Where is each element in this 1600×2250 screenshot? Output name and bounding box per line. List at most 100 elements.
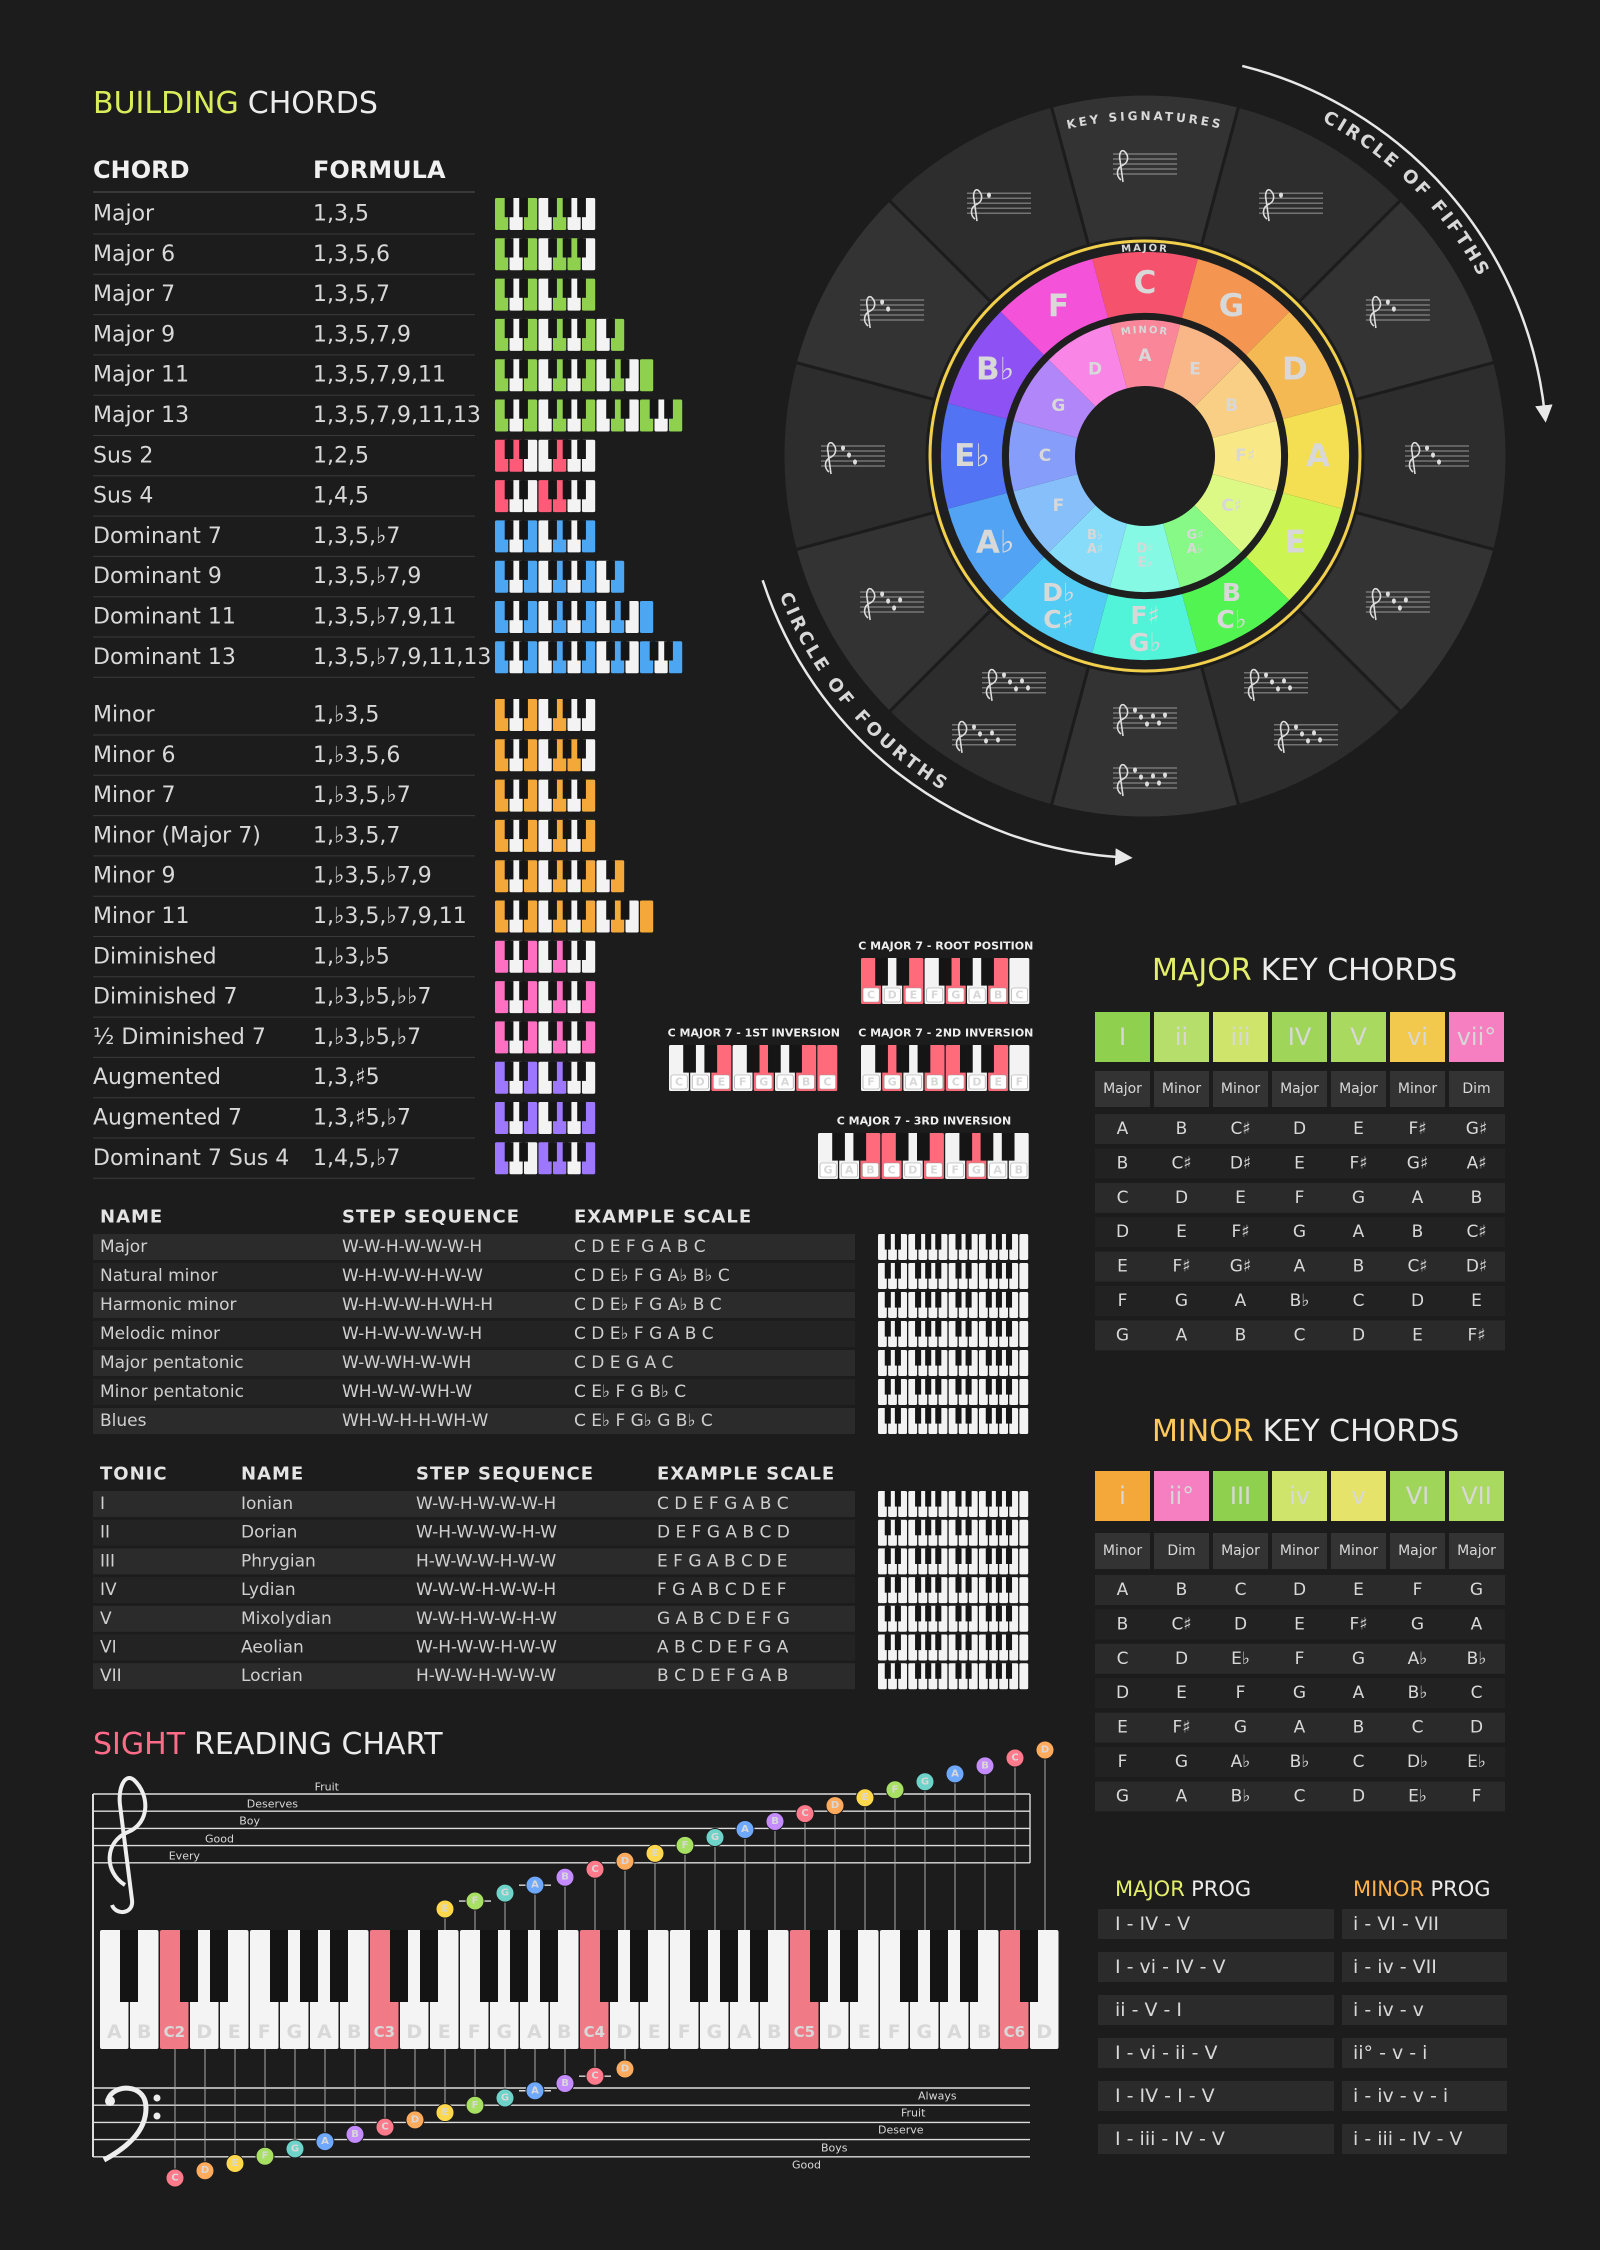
black-key [548,641,557,661]
chord-name: Minor 11 [93,904,190,929]
table-cell: V [100,1609,112,1629]
black-key [884,1519,891,1536]
chord-name: Dominant 11 [93,605,236,630]
key-label-box [819,1074,836,1090]
black-key [995,1321,1002,1337]
key-row-band [1095,1286,1505,1316]
key-label: G [972,1164,981,1177]
key-label: B [930,1076,938,1089]
white-key [640,359,654,392]
black-key [935,1577,942,1593]
table-cell: W-W-H-W-W-W-H [416,1494,556,1514]
chord-formula: 1,3,5,7,9,11 [313,363,446,388]
note [945,1764,965,1784]
black-key [1020,1930,1038,2002]
white-key [878,1605,887,1632]
black-key [985,1350,992,1366]
black-key [548,1061,557,1081]
key-label: A [909,1076,918,1089]
clef [955,720,968,753]
note [675,1835,695,1855]
black-key [1005,1379,1013,1395]
chord-note: B [1176,1580,1188,1600]
chord-name: Minor [93,703,155,728]
white-key [979,1350,988,1376]
sharp [1270,679,1274,685]
chord-keyboard [495,1102,596,1134]
white-key [908,1234,918,1260]
quality-box [1331,1071,1386,1107]
white-key [979,1577,988,1604]
chord-note: C [1117,1188,1129,1208]
key-label: A [845,1164,854,1177]
chord-note: E [1353,1580,1364,1600]
black-key [985,1605,992,1622]
chord-note: B [1235,1325,1247,1345]
inversion-title: C MAJOR 7 - 1ST INVERSION [668,1027,840,1040]
black-key [606,601,615,621]
chord-keyboard [495,1142,596,1175]
flat [841,445,845,451]
prog-band [1342,2081,1507,2111]
key-label: D [696,1076,705,1089]
white-key [878,1408,887,1434]
note-letter: D [1041,1745,1049,1756]
black-key [577,981,586,1001]
white-key [908,1379,918,1405]
black-key [915,1321,922,1337]
chord-note: F♯ [1408,1119,1426,1139]
major-progression: I - vi - IV - V [1115,1956,1226,1978]
black-key [1001,1133,1015,1161]
key-label-box [776,1074,794,1090]
white-key [948,1379,958,1405]
chord-keyboard [495,560,625,593]
white-key [948,1292,958,1318]
flat [1020,678,1024,684]
clef [1247,668,1260,702]
key-signature-staff [1365,295,1430,329]
black-key [995,1263,1002,1279]
inversion-title: C MAJOR 7 - 3RD INVERSION [837,1115,1011,1128]
black-key [562,779,572,799]
mnemonic-word: Deserves [247,1798,299,1811]
black-key [519,439,528,459]
black-key [562,940,572,960]
chord-note: C [1294,1325,1306,1345]
note [495,2088,515,2108]
black-key [884,1577,891,1593]
black-key [548,480,557,500]
chord-formula: 1,2,5 [313,443,369,468]
key-label-box [862,987,880,1003]
numeral: ii [1175,1023,1188,1051]
chord-note: F [1295,1188,1305,1208]
black-key [504,278,514,298]
chord-note: B [1353,1718,1365,1738]
black-key [894,1577,901,1593]
table-cell: II [100,1523,110,1543]
table-row-band [93,1234,855,1260]
note-letter: C [171,2173,178,2184]
chord-note: B [1471,1188,1483,1208]
numeral-box [1390,1471,1445,1521]
note-letter: D [621,2063,629,2074]
chord-keyboard [495,439,596,472]
flat [978,731,982,737]
numeral: V [1350,1023,1367,1051]
chord-formula: 1,3,5,7 [313,282,390,307]
black-key [955,1519,962,1536]
table-cell: W-W-H-W-W-H-W [416,1609,557,1629]
white-key [979,1292,988,1318]
black-key [577,560,586,580]
black-key [884,1263,891,1279]
chord-note: D [1470,1718,1483,1738]
black-key [935,1519,942,1536]
note [315,2132,335,2152]
key-signature-staff [860,587,925,621]
black-key [965,1408,972,1424]
black-key [577,860,586,880]
note-letter: G [291,2143,299,2154]
black-key [548,900,557,920]
minor-key: G♯ [1187,528,1204,543]
sharp [1279,192,1283,198]
black-key [894,1292,901,1308]
